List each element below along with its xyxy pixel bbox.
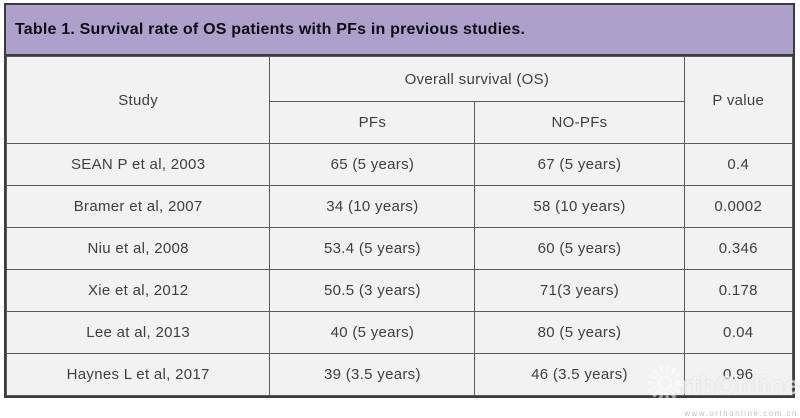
cell-p-value: 0.346 [683,227,794,270]
table-row: Niu et al, 2008 53.4 (5 years) 60 (5 yea… [5,227,794,270]
cell-study: Xie et al, 2012 [5,269,271,312]
table-row: Lee at al, 2013 40 (5 years) 80 (5 years… [5,311,794,354]
cell-study: Bramer et al, 2007 [5,185,271,228]
cell-p-value: 0.96 [683,353,794,396]
column-header-no-pfs: NO-PFs [474,101,685,144]
column-header-p-value: P value [683,56,794,144]
cell-no-pfs: 67 (5 years) [474,143,685,186]
cell-p-value: 0.178 [683,269,794,312]
cell-no-pfs: 80 (5 years) [474,311,685,354]
cell-pfs: 39 (3.5 years) [269,353,476,396]
cell-pfs: 34 (10 years) [269,185,476,228]
cell-p-value: 0.4 [683,143,794,186]
cell-pfs: 65 (5 years) [269,143,476,186]
watermark-url-text: www.orthonline.com.cn [684,409,798,418]
cell-pfs: 53.4 (5 years) [269,227,476,270]
column-header-overall-survival: Overall survival (OS) [269,56,685,102]
header-row-group: Study Overall survival (OS) P value [5,56,794,144]
table-title-bar: Table 1. Survival rate of OS patients wi… [6,5,793,56]
header-row-sub: PFs NO-PFs [7,101,793,144]
table-title: Table 1. Survival rate of OS patients wi… [15,20,526,38]
table-row: Xie et al, 2012 50.5 (3 years) 71(3 year… [5,269,794,312]
cell-no-pfs: 71(3 years) [474,269,685,312]
table-row: SEAN P et al, 2003 65 (5 years) 67 (5 ye… [5,143,794,186]
cell-no-pfs: 60 (5 years) [474,227,685,270]
cell-study: Lee at al, 2013 [5,311,271,354]
cell-pfs: 50.5 (3 years) [269,269,476,312]
table-container: Table 1. Survival rate of OS patients wi… [4,3,795,398]
column-header-pfs: PFs [269,101,476,144]
cell-p-value: 0.0002 [683,185,794,228]
survival-table: Study Overall survival (OS) P value PFs … [5,56,794,396]
cell-no-pfs: 46 (3.5 years) [474,353,685,396]
cell-pfs: 40 (5 years) [269,311,476,354]
cell-no-pfs: 58 (10 years) [474,185,685,228]
table-row: Haynes L et al, 2017 39 (3.5 years) 46 (… [5,353,794,396]
table-row: Bramer et al, 2007 34 (10 years) 58 (10 … [5,185,794,228]
cell-study: Niu et al, 2008 [5,227,271,270]
cell-study: SEAN P et al, 2003 [5,143,271,186]
cell-p-value: 0.04 [683,311,794,354]
cell-study: Haynes L et al, 2017 [5,353,271,396]
column-header-study: Study [5,56,271,144]
